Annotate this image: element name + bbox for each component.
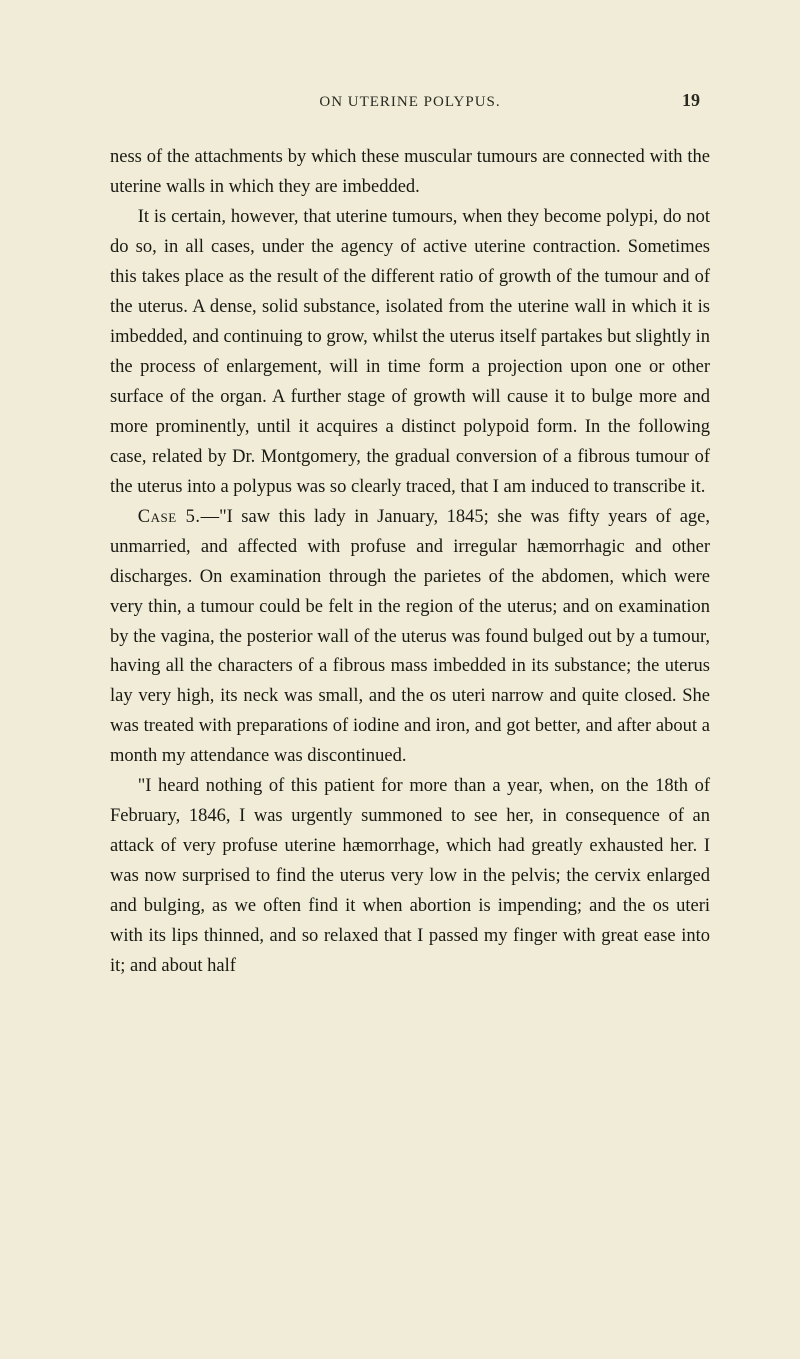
paragraph-2: It is certain, however, that uterine tum…	[110, 203, 710, 503]
body-text: ness of the attachments by which these m…	[110, 143, 710, 982]
paragraph-4: "I heard nothing of this patient for mor…	[110, 772, 710, 982]
case-label: Case 5.	[138, 507, 201, 527]
document-page: ON UTERINE POLYPUS. 19 ness of the attac…	[0, 0, 800, 1359]
page-header: ON UTERINE POLYPUS. 19	[110, 90, 710, 111]
paragraph-3: Case 5.—"I saw this lady in January, 184…	[110, 503, 710, 773]
page-number: 19	[660, 90, 700, 111]
paragraph-3-body: —"I saw this lady in January, 1845; she …	[110, 507, 710, 767]
running-title: ON UTERINE POLYPUS.	[160, 94, 660, 111]
paragraph-1: ness of the attachments by which these m…	[110, 143, 710, 203]
